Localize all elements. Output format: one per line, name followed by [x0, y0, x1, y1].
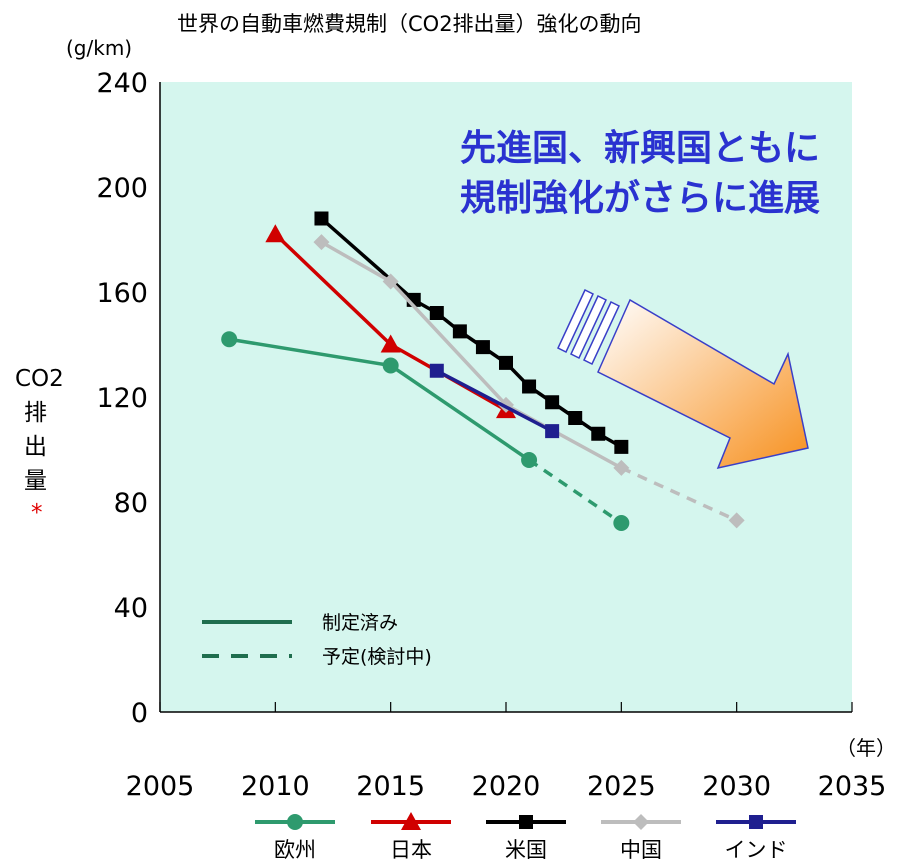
legend-solid-label: 制定済み: [322, 612, 398, 634]
series-0-point-0: [221, 331, 238, 348]
series-1-point-0: [265, 224, 286, 243]
series-3-point-0: [313, 234, 330, 251]
series-2-point-9: [591, 426, 606, 441]
legend-marker-4: [749, 815, 763, 829]
y-label-line-2: 排: [24, 400, 47, 426]
x-tick-labels: 2005 2010 2015 2020 2025 2030 2035: [126, 771, 887, 802]
legend-item-3: 中国: [601, 814, 681, 862]
series-1-point-1: [380, 334, 401, 353]
series-3-segment-0: [320, 240, 392, 284]
y-tick-label-6: 240: [96, 68, 148, 99]
y-tick-label-5: 200: [96, 173, 148, 204]
line-style-legend: 制定済み 予定(検討中): [202, 612, 432, 668]
series-3-point-1: [382, 273, 399, 290]
y-unit-label: (g/km): [66, 36, 132, 60]
legend-label-1: 日本: [390, 838, 432, 862]
legend-marker-3: [633, 814, 649, 830]
x-tick-label-6: 2035: [818, 771, 887, 802]
series-3-point-4: [728, 512, 745, 529]
y-axis-label: CO2 排 出 量 *: [15, 366, 64, 526]
series-0-segment-0: [228, 337, 391, 368]
series-4: [429, 363, 560, 439]
y-label-asterisk: *: [31, 500, 43, 526]
legend-label-3: 中国: [620, 838, 662, 862]
series-2-point-8: [568, 411, 583, 425]
series-0-segment-1: [389, 364, 531, 462]
y-tick-label-4: 160: [96, 278, 148, 309]
series-legend: 欧州 日本 米国 中国 インド: [255, 812, 796, 862]
series-3-point-3: [613, 459, 630, 476]
trend-arrow-shape: [557, 288, 809, 470]
legend-label-0: 欧州: [274, 838, 316, 862]
series-2-point-2: [429, 306, 444, 320]
y-tick-label-0: 0: [131, 698, 148, 729]
series-2-point-6: [522, 379, 537, 394]
series-4-point-1: [545, 424, 560, 439]
legend-marker-1: [401, 812, 421, 830]
series-3-segment-1: [389, 280, 508, 407]
series-layer: [221, 211, 745, 531]
x-tick-label-3: 2020: [472, 771, 541, 802]
series-2-point-0: [314, 211, 329, 226]
y-label-line-4: 量: [24, 468, 47, 494]
series-1-segment-0: [274, 232, 392, 346]
x-tick-label-1: 2010: [241, 771, 310, 802]
series-0-segment-2: [528, 458, 623, 525]
series-2-point-3: [452, 324, 467, 339]
series-4-point-0: [429, 363, 444, 378]
series-3-segment-3: [620, 466, 738, 522]
series-2-point-10: [614, 439, 629, 454]
series-0-point-2: [521, 452, 538, 468]
legend-item-2: 米国: [486, 815, 566, 862]
y-label-line-3: 出: [24, 434, 47, 460]
y-tick-labels: 0 40 80 120 160 200 240: [96, 68, 148, 729]
series-0: [221, 331, 630, 531]
x-tick-label-4: 2025: [587, 771, 656, 802]
x-tick-label-5: 2030: [702, 771, 771, 802]
y-tick-label-1: 40: [114, 593, 148, 624]
annotation-line-2: 規制強化がさらに進展: [460, 178, 820, 219]
legend-item-0: 欧州: [255, 814, 335, 862]
legend-label-4: インド: [725, 838, 788, 862]
series-0-point-3: [613, 515, 630, 531]
series-4-segment-0: [435, 369, 553, 433]
series-0-point-1: [382, 357, 399, 374]
legend-marker-0: [287, 814, 303, 830]
series-2-point-5: [499, 355, 513, 370]
legend-label-2: 米国: [505, 838, 547, 862]
series-2-point-7: [545, 395, 560, 410]
x-tick-label-0: 2005: [126, 771, 195, 802]
y-tick-label-3: 120: [96, 383, 148, 414]
chart-title: 世界の自動車燃費規制（CO2排出量）強化の動向: [177, 12, 642, 36]
y-label-line-1: CO2: [15, 366, 64, 392]
legend-item-4: インド: [716, 815, 796, 862]
annotation-line-1: 先進国、新興国ともに: [460, 128, 820, 169]
y-tick-label-2: 80: [114, 488, 148, 519]
series-2-point-4: [475, 340, 490, 355]
x-unit-label: （年）: [836, 736, 896, 760]
legend-item-1: 日本: [371, 812, 451, 862]
series-2-segment-0: [320, 217, 415, 302]
series-2: [314, 211, 629, 454]
x-tick-label-2: 2015: [356, 771, 425, 802]
legend-marker-2: [519, 815, 533, 829]
legend-dashed-label: 予定(検討中): [322, 646, 432, 668]
